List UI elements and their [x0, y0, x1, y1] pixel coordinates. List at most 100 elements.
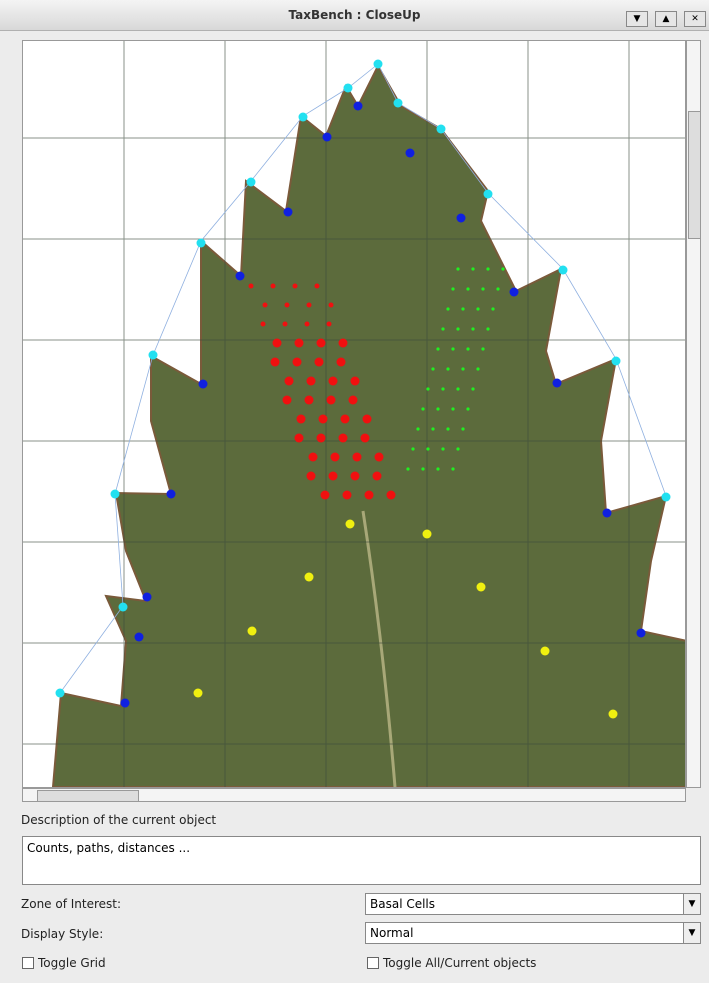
cyan-point: [149, 351, 158, 360]
green-point: [441, 327, 444, 330]
green-point: [456, 327, 459, 330]
red-point: [315, 284, 320, 289]
green-point: [446, 367, 449, 370]
green-point: [476, 367, 479, 370]
red-point: [283, 322, 288, 327]
toggle-objects-label[interactable]: Toggle All/Current objects: [383, 956, 536, 970]
green-point: [481, 287, 484, 290]
red-point: [319, 415, 328, 424]
blue-point: [553, 379, 562, 388]
red-point: [337, 358, 346, 367]
vertical-scrollbar[interactable]: [686, 40, 701, 788]
description-box[interactable]: Counts, paths, distances ...: [22, 836, 701, 885]
green-point: [471, 327, 474, 330]
leaf: [53, 66, 685, 787]
red-point: [361, 434, 370, 443]
green-point: [441, 447, 444, 450]
green-point: [411, 447, 414, 450]
blue-point: [236, 272, 245, 281]
green-point: [446, 427, 449, 430]
scroll-thumb[interactable]: [688, 111, 701, 239]
green-point: [471, 267, 474, 270]
description-label: Description of the current object: [21, 813, 216, 827]
green-point: [456, 447, 459, 450]
style-dropdown[interactable]: Normal▼: [365, 922, 701, 944]
green-point: [416, 427, 419, 430]
blue-point: [135, 633, 144, 642]
shade-button[interactable]: ▲: [655, 11, 677, 27]
blue-point: [143, 593, 152, 602]
checkbox[interactable]: [367, 957, 379, 969]
image-view[interactable]: [22, 40, 686, 788]
red-point: [353, 453, 362, 462]
red-point: [295, 339, 304, 348]
red-point: [343, 491, 352, 500]
red-point: [317, 339, 326, 348]
green-point: [456, 387, 459, 390]
cyan-point: [56, 689, 65, 698]
red-point: [285, 377, 294, 386]
checkbox[interactable]: [22, 957, 34, 969]
green-point: [461, 307, 464, 310]
red-point: [307, 377, 316, 386]
menu-button[interactable]: ▼: [626, 11, 648, 27]
window: TaxBench : CloseUp ▼ ▲ ✕ Description of …: [0, 0, 709, 983]
zone-label: Zone of Interest:: [21, 897, 121, 911]
green-point: [431, 367, 434, 370]
red-point: [339, 434, 348, 443]
blue-point: [167, 490, 176, 499]
toggle-grid-label[interactable]: Toggle Grid: [38, 956, 106, 970]
cyan-point: [344, 84, 353, 93]
red-point: [249, 284, 254, 289]
green-point: [491, 307, 494, 310]
green-point: [406, 467, 409, 470]
style-label: Display Style:: [21, 927, 103, 941]
green-point: [451, 347, 454, 350]
zone-value: Basal Cells: [370, 897, 435, 911]
cyan-point: [197, 239, 206, 248]
red-point: [329, 472, 338, 481]
dropdown-arrow[interactable]: ▼: [683, 923, 700, 943]
cyan-point: [374, 60, 383, 69]
yellow-point: [346, 520, 355, 529]
red-point: [387, 491, 396, 500]
red-point: [305, 322, 310, 327]
yellow-point: [194, 689, 203, 698]
red-point: [327, 322, 332, 327]
cyan-point: [437, 125, 446, 134]
red-point: [341, 415, 350, 424]
red-point: [305, 396, 314, 405]
cyan-point: [299, 113, 308, 122]
cyan-point: [662, 493, 671, 502]
scroll-thumb[interactable]: [37, 790, 139, 802]
cyan-point: [119, 603, 128, 612]
zone-dropdown[interactable]: Basal Cells ▼: [365, 893, 701, 915]
green-point: [436, 347, 439, 350]
green-point: [466, 287, 469, 290]
red-point: [285, 303, 290, 308]
red-point: [293, 284, 298, 289]
red-point: [307, 303, 312, 308]
dropdown-arrow[interactable]: ▼: [683, 894, 700, 914]
blue-point: [354, 102, 363, 111]
green-point: [451, 407, 454, 410]
close-button[interactable]: ✕: [684, 11, 706, 27]
cyan-point: [484, 190, 493, 199]
green-point: [426, 447, 429, 450]
green-point: [426, 387, 429, 390]
blue-point: [603, 509, 612, 518]
blue-point: [637, 629, 646, 638]
red-point: [349, 396, 358, 405]
horizontal-scrollbar[interactable]: [22, 788, 686, 802]
red-point: [315, 358, 324, 367]
green-point: [501, 267, 504, 270]
green-point: [436, 467, 439, 470]
cyan-point: [612, 357, 621, 366]
red-point: [271, 284, 276, 289]
red-point: [339, 339, 348, 348]
blue-point: [406, 149, 415, 158]
green-point: [496, 287, 499, 290]
red-point: [261, 322, 266, 327]
red-point: [271, 358, 280, 367]
red-point: [373, 472, 382, 481]
